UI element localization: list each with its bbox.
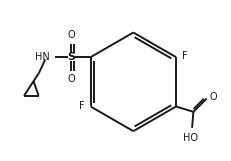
Text: HN: HN [35,52,50,62]
Text: S: S [67,52,75,62]
Text: O: O [209,92,217,102]
Text: HO: HO [182,133,197,143]
Text: O: O [67,75,75,85]
Text: F: F [181,51,187,61]
Text: F: F [79,101,84,112]
Text: O: O [67,30,75,40]
